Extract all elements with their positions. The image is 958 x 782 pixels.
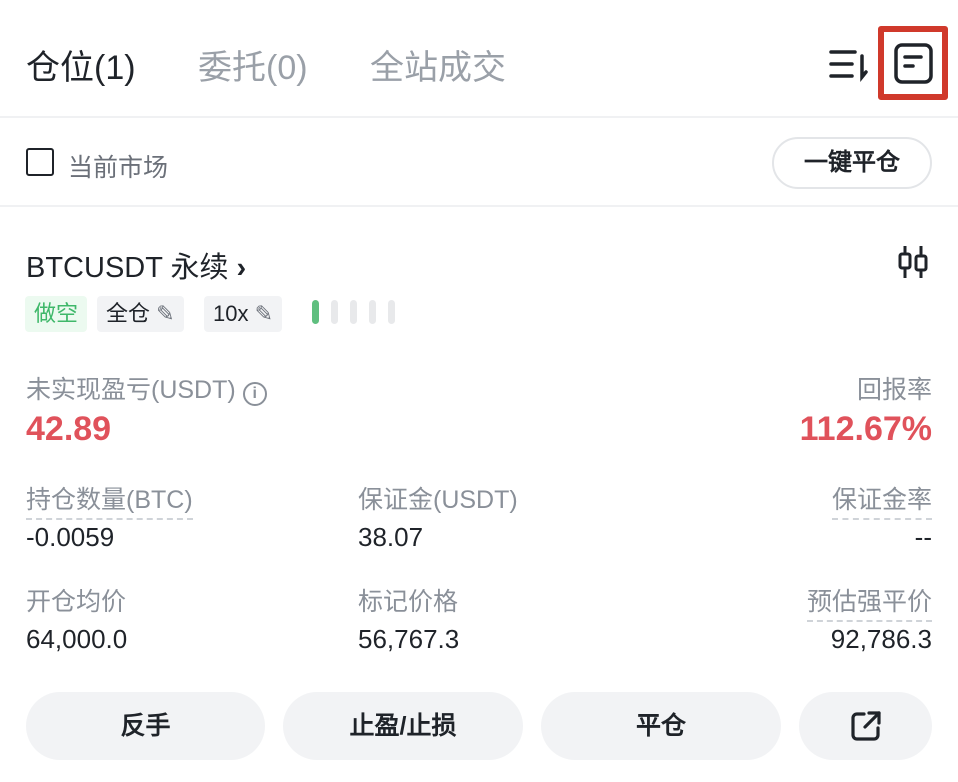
size-label: 持仓数量(BTC) — [26, 480, 193, 520]
order-record-button[interactable] — [878, 26, 948, 100]
order-record-icon — [894, 43, 933, 84]
unrealized-pnl-value: 42.89 — [26, 410, 112, 448]
share-icon — [850, 711, 881, 741]
unrealized-pnl-label: 未实现盈亏(USDT) i — [26, 370, 267, 406]
chevron-right-icon: › — [236, 252, 247, 284]
close-all-button[interactable]: 一键平仓 — [772, 137, 932, 189]
margin-ratio-value: -- — [914, 522, 932, 552]
share-button[interactable] — [799, 692, 932, 760]
info-icon[interactable]: i — [242, 382, 267, 406]
entry-price-label: 开仓均价 — [26, 588, 127, 616]
candlestick-icon[interactable] — [896, 244, 930, 280]
liq-price-value: 92,786.3 — [830, 624, 932, 654]
entry-price-value: 64,000.0 — [26, 624, 128, 654]
current-market-checkbox[interactable] — [26, 148, 54, 176]
margin-mode-label: 全仓 — [106, 301, 151, 326]
symbol-link[interactable]: BTCUSDT 永续 › — [26, 244, 246, 286]
current-market-label: 当前市场 — [68, 154, 169, 182]
roe-label: 回报率 — [856, 376, 932, 404]
margin-mode-button[interactable]: 全仓 ✎ — [97, 296, 184, 332]
symbol-name: BTCUSDT 永续 — [26, 252, 229, 284]
liq-price-label: 预估强平价 — [806, 582, 932, 622]
margin-ratio-label: 保证金率 — [831, 480, 932, 520]
tab-trades[interactable]: 全站成交 — [370, 49, 506, 87]
close-position-button[interactable]: 平仓 — [541, 692, 781, 760]
edit-icon: ✎ — [254, 301, 274, 326]
tab-positions[interactable]: 仓位(1) — [26, 49, 136, 87]
roe-value: 112.67% — [799, 410, 932, 448]
margin-value: 38.07 — [358, 522, 424, 552]
leverage-label: 10x — [213, 301, 249, 326]
size-value: -0.0059 — [26, 522, 115, 552]
sort-icon[interactable] — [828, 44, 870, 84]
mark-price-label: 标记价格 — [358, 588, 459, 616]
tab-orders[interactable]: 委托(0) — [198, 49, 308, 87]
margin-label: 保证金(USDT) — [358, 486, 518, 514]
reverse-button[interactable]: 反手 — [26, 692, 265, 760]
tpsl-button[interactable]: 止盈/止损 — [283, 692, 523, 760]
risk-level-indicator — [312, 300, 395, 324]
edit-icon: ✎ — [156, 301, 175, 326]
leverage-button[interactable]: 10x ✎ — [204, 296, 283, 332]
side-badge: 做空 — [25, 296, 88, 332]
mark-price-value: 56,767.3 — [358, 624, 460, 654]
